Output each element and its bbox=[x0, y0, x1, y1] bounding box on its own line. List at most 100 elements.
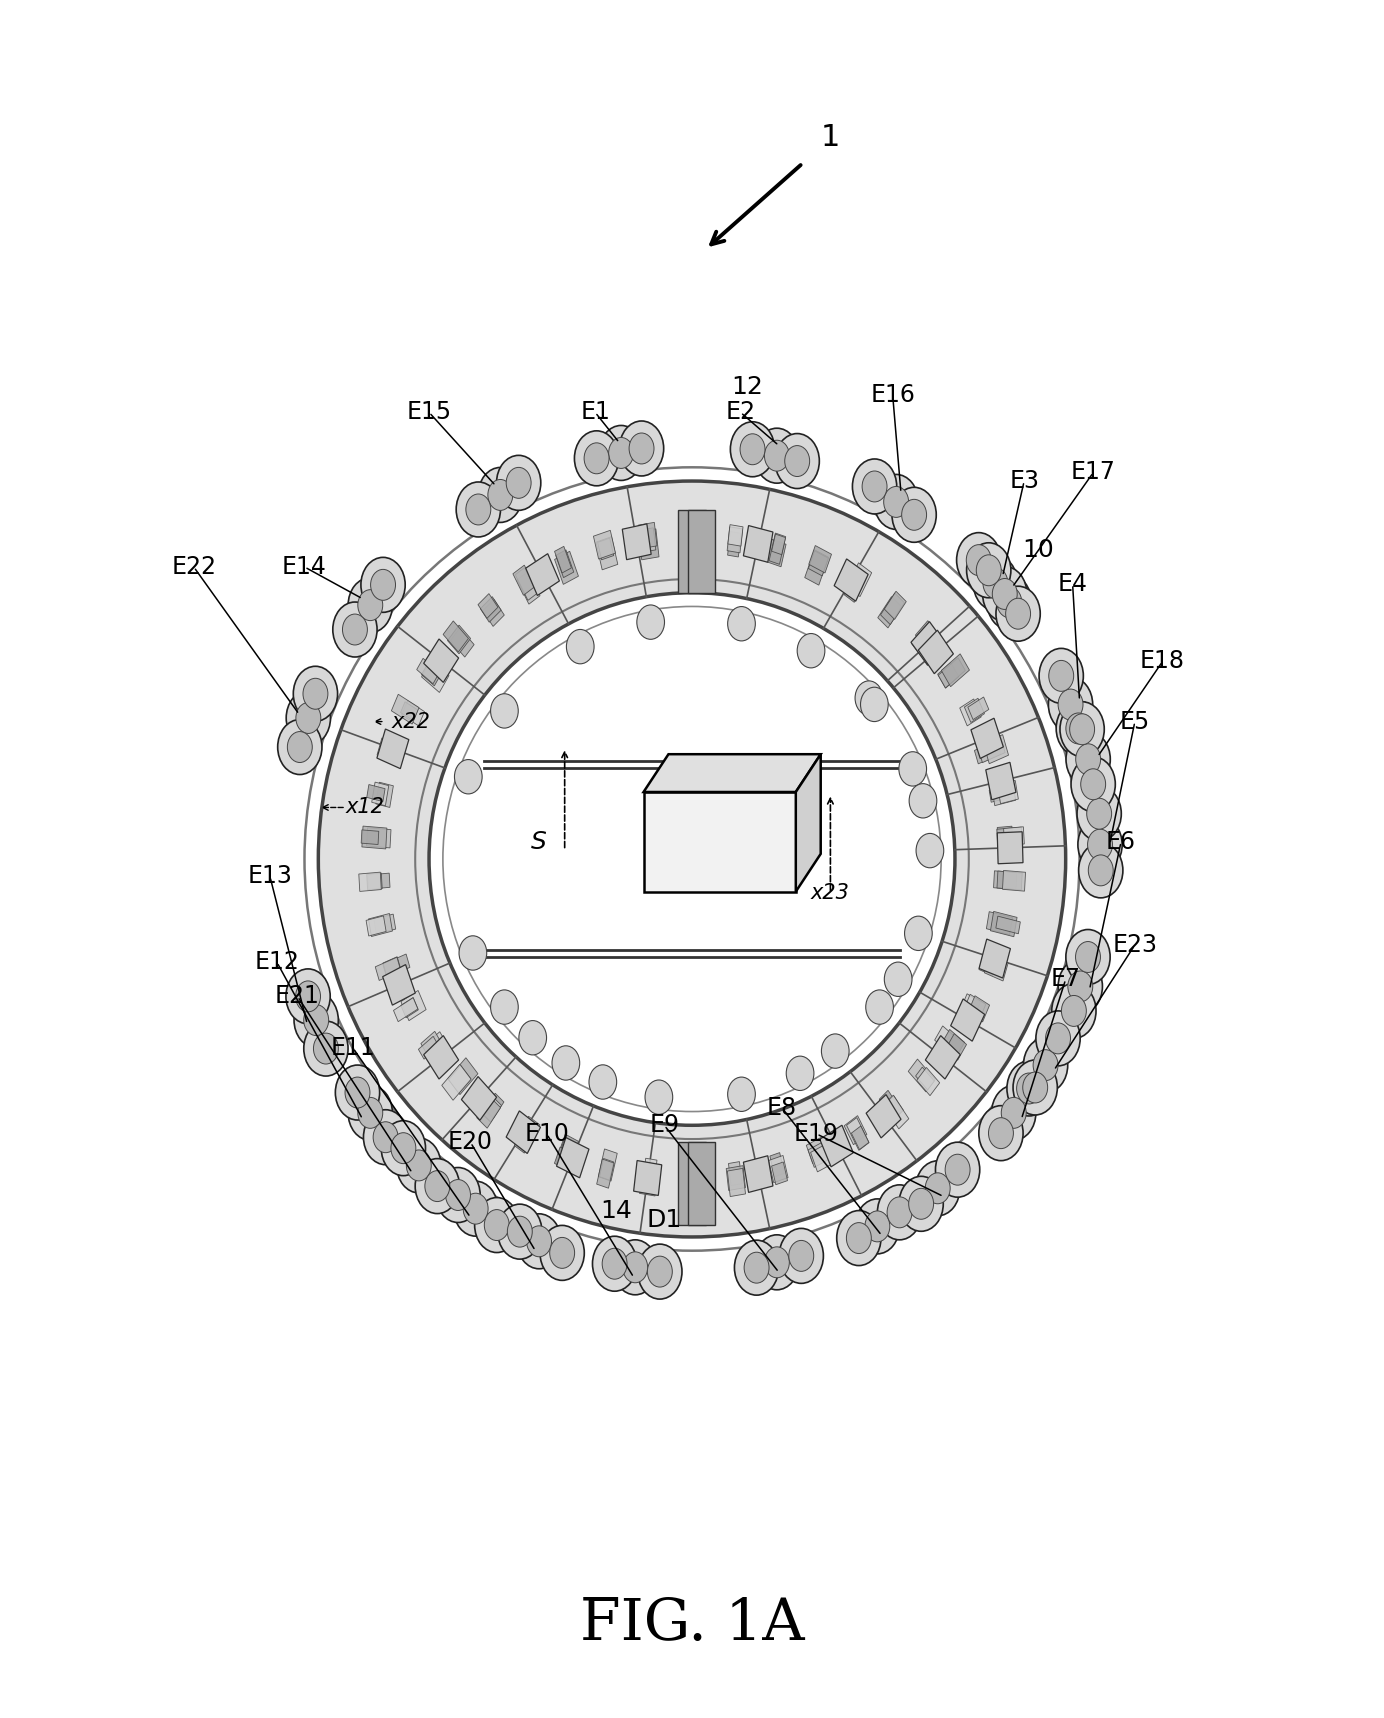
Polygon shape bbox=[1003, 826, 1024, 845]
Text: E6: E6 bbox=[1106, 830, 1136, 854]
Polygon shape bbox=[967, 698, 988, 720]
Circle shape bbox=[613, 1240, 657, 1295]
Polygon shape bbox=[424, 1036, 458, 1079]
Polygon shape bbox=[743, 1156, 772, 1192]
Polygon shape bbox=[376, 739, 399, 763]
Circle shape bbox=[361, 557, 406, 612]
Polygon shape bbox=[951, 998, 984, 1041]
Circle shape bbox=[599, 426, 644, 481]
Polygon shape bbox=[480, 596, 501, 622]
Circle shape bbox=[1052, 983, 1096, 1038]
Text: S: S bbox=[531, 830, 547, 854]
Text: E4: E4 bbox=[1057, 572, 1088, 596]
Polygon shape bbox=[879, 1091, 901, 1120]
Polygon shape bbox=[555, 546, 572, 574]
Polygon shape bbox=[1002, 871, 1026, 892]
Polygon shape bbox=[796, 754, 821, 892]
Polygon shape bbox=[368, 873, 390, 890]
Circle shape bbox=[313, 1033, 338, 1063]
Polygon shape bbox=[990, 785, 1009, 802]
Text: E13: E13 bbox=[248, 864, 292, 888]
Circle shape bbox=[1078, 844, 1122, 899]
Polygon shape bbox=[998, 832, 1023, 864]
Circle shape bbox=[735, 1240, 779, 1295]
Circle shape bbox=[847, 1223, 872, 1254]
Polygon shape bbox=[962, 993, 980, 1015]
Text: 14: 14 bbox=[599, 1199, 632, 1223]
Circle shape bbox=[1086, 799, 1111, 830]
Circle shape bbox=[371, 569, 396, 600]
Polygon shape bbox=[981, 957, 1003, 976]
Text: E16: E16 bbox=[871, 383, 915, 407]
Polygon shape bbox=[418, 1036, 439, 1060]
Circle shape bbox=[286, 969, 331, 1024]
Bar bbox=[688, 510, 716, 593]
Circle shape bbox=[552, 1046, 580, 1081]
Polygon shape bbox=[883, 1096, 904, 1122]
Polygon shape bbox=[807, 1137, 829, 1163]
Polygon shape bbox=[967, 996, 990, 1022]
Polygon shape bbox=[998, 826, 1013, 847]
Polygon shape bbox=[426, 1033, 446, 1053]
Circle shape bbox=[754, 428, 799, 483]
Text: E3: E3 bbox=[1009, 469, 1039, 493]
Polygon shape bbox=[422, 660, 448, 692]
Circle shape bbox=[1035, 1010, 1080, 1065]
Circle shape bbox=[342, 613, 367, 644]
Polygon shape bbox=[598, 538, 613, 560]
Circle shape bbox=[415, 1158, 459, 1213]
Circle shape bbox=[1017, 1074, 1042, 1105]
Circle shape bbox=[390, 1132, 415, 1163]
Polygon shape bbox=[388, 742, 406, 765]
Bar bbox=[688, 1142, 716, 1225]
Polygon shape bbox=[450, 629, 475, 656]
Text: E23: E23 bbox=[1113, 933, 1157, 957]
Circle shape bbox=[609, 438, 634, 469]
Polygon shape bbox=[515, 567, 537, 600]
Circle shape bbox=[1039, 648, 1084, 703]
Bar bbox=[678, 1142, 706, 1225]
Polygon shape bbox=[991, 911, 1017, 936]
Circle shape bbox=[1071, 756, 1116, 811]
Polygon shape bbox=[598, 1149, 617, 1180]
Polygon shape bbox=[877, 596, 902, 627]
Polygon shape bbox=[727, 527, 743, 553]
Polygon shape bbox=[597, 536, 617, 570]
Circle shape bbox=[296, 703, 321, 734]
Polygon shape bbox=[519, 1117, 540, 1144]
Circle shape bbox=[479, 467, 523, 522]
Polygon shape bbox=[965, 698, 984, 723]
Polygon shape bbox=[866, 1094, 901, 1137]
Polygon shape bbox=[382, 740, 401, 763]
Circle shape bbox=[966, 545, 991, 576]
Circle shape bbox=[637, 605, 664, 639]
Text: E19: E19 bbox=[794, 1122, 839, 1146]
Polygon shape bbox=[847, 1118, 869, 1151]
Circle shape bbox=[855, 680, 883, 715]
Polygon shape bbox=[513, 565, 534, 594]
Polygon shape bbox=[996, 916, 1020, 935]
Polygon shape bbox=[915, 620, 940, 651]
Circle shape bbox=[875, 474, 919, 529]
Polygon shape bbox=[382, 964, 415, 1005]
Polygon shape bbox=[401, 998, 418, 1017]
Circle shape bbox=[905, 916, 933, 950]
Polygon shape bbox=[811, 1144, 832, 1172]
Polygon shape bbox=[919, 631, 954, 673]
Circle shape bbox=[1056, 701, 1100, 756]
Polygon shape bbox=[376, 728, 408, 768]
Polygon shape bbox=[686, 521, 698, 545]
Circle shape bbox=[1059, 689, 1084, 720]
Circle shape bbox=[837, 1211, 882, 1266]
Text: x12: x12 bbox=[346, 797, 385, 818]
Polygon shape bbox=[638, 529, 659, 560]
Circle shape bbox=[992, 579, 1017, 610]
Polygon shape bbox=[984, 735, 1009, 765]
Polygon shape bbox=[685, 524, 699, 550]
Circle shape bbox=[630, 433, 655, 464]
Circle shape bbox=[983, 567, 1008, 598]
Polygon shape bbox=[945, 1034, 966, 1060]
Polygon shape bbox=[686, 1170, 698, 1201]
Polygon shape bbox=[963, 995, 985, 1019]
Circle shape bbox=[966, 543, 1010, 598]
